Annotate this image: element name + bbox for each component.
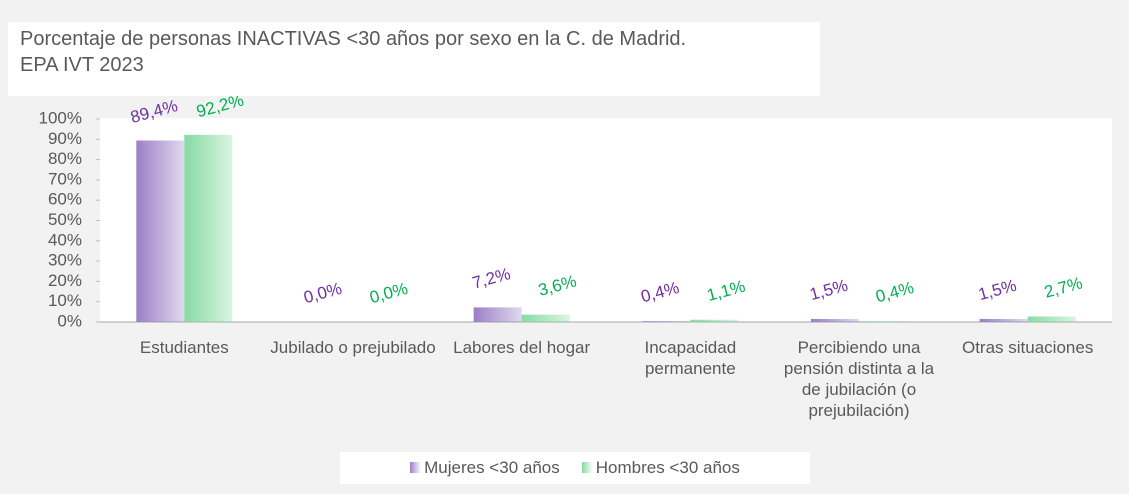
y-tick-label: 0% xyxy=(57,311,82,330)
x-tick-label: Percibiendo una pensión distinta a la de… xyxy=(783,338,935,420)
legend-item: Hombres <30 años xyxy=(581,458,740,478)
chart-title: Porcentaje de personas INACTIVAS <30 año… xyxy=(8,22,820,96)
legend-label: Hombres <30 años xyxy=(595,458,740,477)
y-tick-label: 70% xyxy=(48,169,82,188)
bar xyxy=(979,318,1028,322)
y-tick-label: 60% xyxy=(48,190,82,209)
title-line: Porcentaje de personas INACTIVAS <30 año… xyxy=(20,28,687,50)
bar xyxy=(811,318,859,322)
plot-area xyxy=(100,118,1112,322)
x-tick-label: Incapacidad permanente xyxy=(644,338,737,378)
y-tick-label: 80% xyxy=(48,149,82,168)
bar xyxy=(521,314,570,322)
y-tick-label: 20% xyxy=(48,271,82,290)
x-tick-label: Estudiantes xyxy=(139,338,229,357)
y-tick-label: 30% xyxy=(48,251,82,270)
bar xyxy=(642,321,691,322)
y-tick-label: 50% xyxy=(48,210,82,229)
bar xyxy=(690,319,739,322)
x-tick-label: Otras situaciones xyxy=(961,338,1094,357)
legend-swatch xyxy=(581,462,593,473)
y-tick-label: 40% xyxy=(48,230,82,249)
y-tick-label: 10% xyxy=(48,291,82,310)
y-tick-label: 100% xyxy=(39,108,82,127)
bar xyxy=(136,140,185,322)
title-line: EPA IVT 2023 xyxy=(20,54,144,76)
bar xyxy=(1027,316,1076,322)
legend-label: Mujeres <30 años xyxy=(424,458,560,477)
legend-item: Mujeres <30 años xyxy=(410,458,560,478)
bar xyxy=(859,321,907,322)
x-tick-label: Jubilado o prejubilado xyxy=(270,338,436,357)
legend: Mujeres <30 años Hombres <30 años xyxy=(340,452,810,484)
y-tick-label: 90% xyxy=(48,129,82,148)
x-tick-label: Labores del hogar xyxy=(453,338,591,357)
legend-swatch xyxy=(410,462,422,473)
bar xyxy=(184,134,233,322)
bar xyxy=(473,307,522,322)
